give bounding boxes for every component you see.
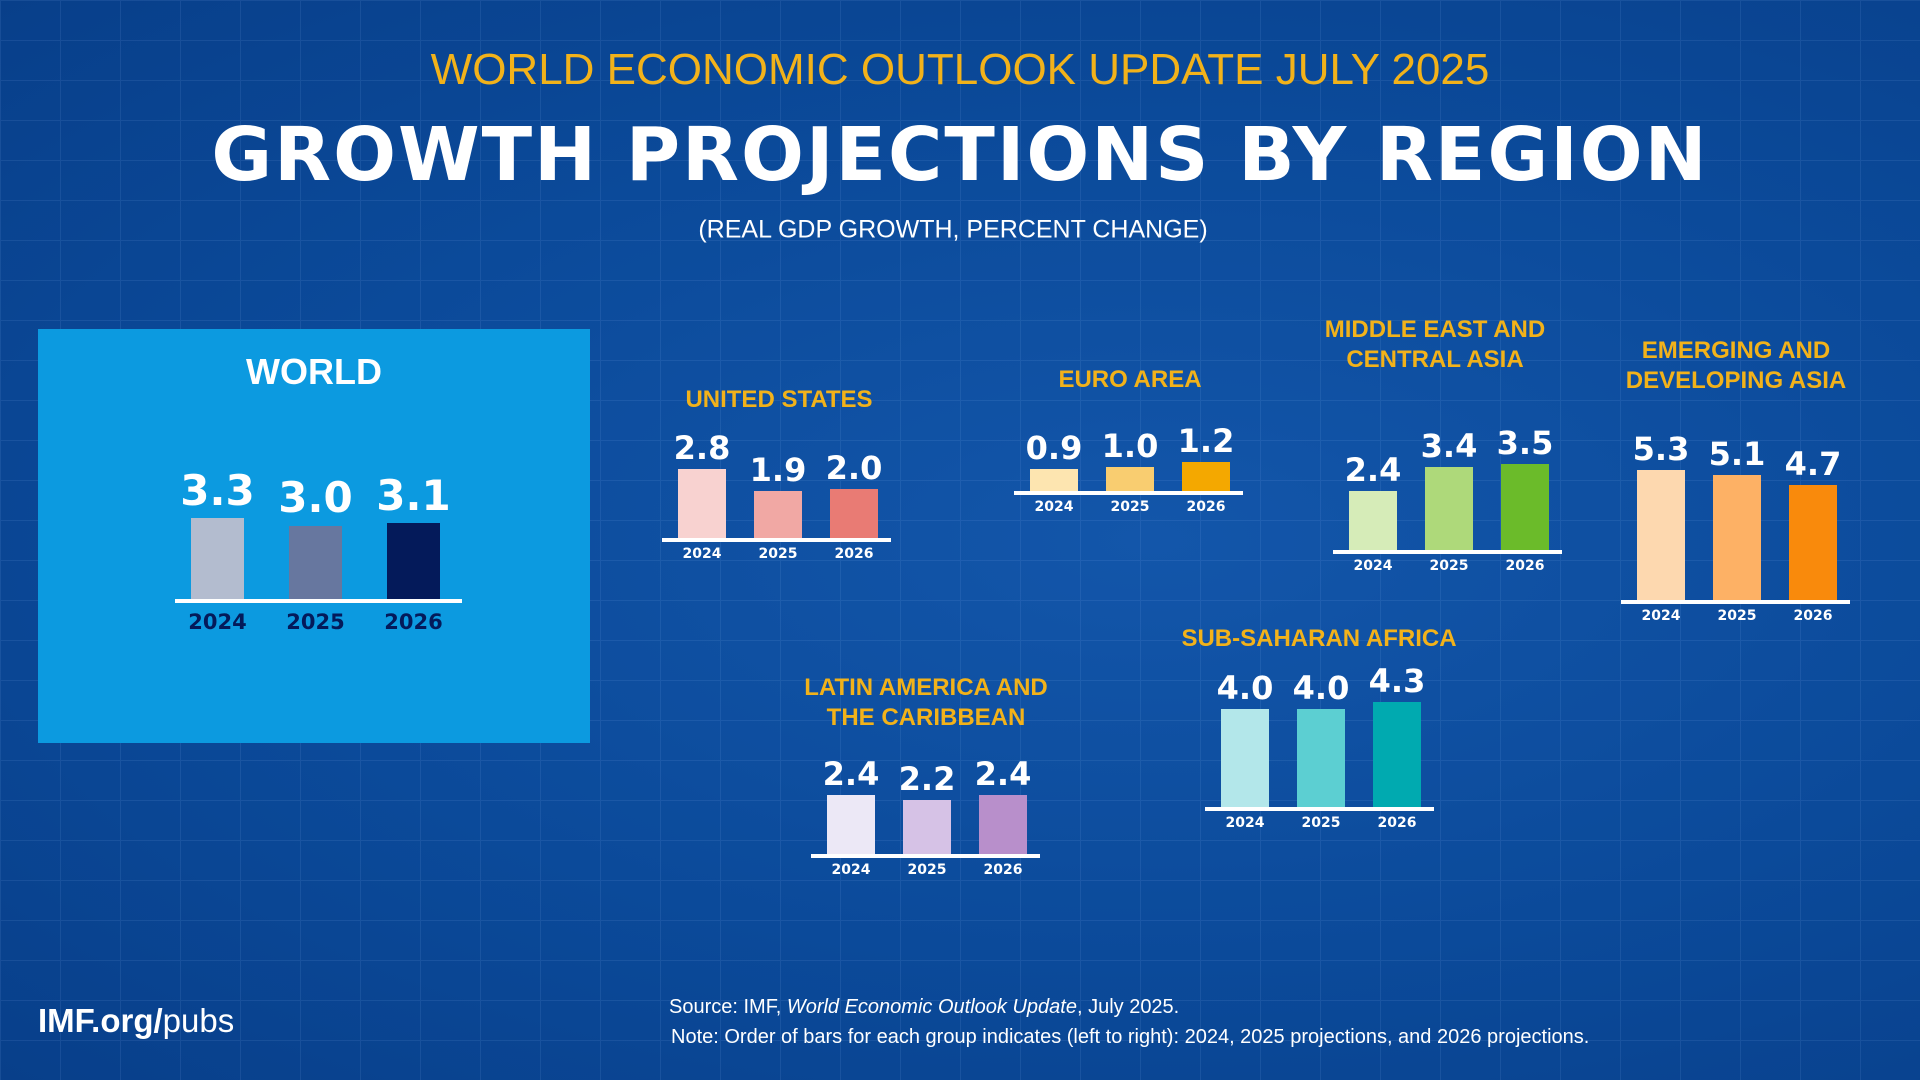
- units-subtitle: (REAL GDP GROWTH, PERCENT CHANGE): [698, 215, 1208, 244]
- year-label: 2026: [1505, 558, 1545, 575]
- value-label: 3.3: [180, 465, 255, 515]
- bar-2024: [1030, 468, 1078, 491]
- bar-2026: [1182, 461, 1230, 491]
- year-label: 2024: [831, 862, 871, 879]
- year-label: 2025: [286, 610, 345, 635]
- region-title-latin-america-and-the-caribbean: LATIN AMERICA AND THE CARIBBEAN: [804, 674, 1048, 731]
- bar-2026: [387, 523, 440, 599]
- value-label: 0.9: [1025, 428, 1083, 467]
- year-label: 2025: [907, 862, 947, 879]
- bar-2024: [678, 469, 726, 538]
- bar-2024: [191, 518, 244, 599]
- year-label: 2025: [1717, 608, 1757, 625]
- value-label: 5.1: [1708, 435, 1766, 474]
- value-label: 5.3: [1632, 430, 1690, 469]
- baseline: [811, 854, 1040, 858]
- year-label: 2024: [1353, 558, 1393, 575]
- bar-2025: [754, 491, 802, 538]
- bar-2024: [1349, 491, 1397, 550]
- region-title-emerging-and-developing-asia: EMERGING AND DEVELOPING ASIA: [1625, 337, 1847, 394]
- bar-2024: [827, 795, 875, 854]
- baseline: [662, 538, 891, 542]
- value-label: 2.4: [822, 755, 880, 794]
- bar-2024: [1221, 709, 1269, 807]
- value-label: 4.7: [1784, 444, 1842, 483]
- baseline: [1621, 600, 1850, 604]
- value-label: 4.3: [1368, 661, 1426, 700]
- value-label: 3.0: [278, 473, 353, 522]
- source-note: Source: IMF, World Economic Outlook Upda…: [669, 996, 1179, 1019]
- value-label: 3.5: [1496, 424, 1554, 463]
- year-label: 2025: [1301, 815, 1341, 832]
- value-label: 1.0: [1101, 426, 1159, 465]
- bar-2026: [1501, 464, 1549, 550]
- year-label: 2024: [682, 546, 722, 563]
- value-label: 1.9: [749, 451, 807, 490]
- bar-2024: [1637, 470, 1685, 600]
- year-label: 2025: [1429, 558, 1469, 575]
- bar-2025: [903, 800, 951, 854]
- imf-link[interactable]: IMF.org/pubs: [38, 1002, 234, 1040]
- baseline: [1333, 550, 1562, 554]
- baseline: [1205, 807, 1434, 811]
- value-label: 2.4: [1344, 451, 1402, 490]
- year-label: 2024: [1034, 499, 1074, 516]
- value-label: 4.0: [1292, 669, 1350, 707]
- bar-2025: [1297, 709, 1345, 807]
- year-label: 2025: [1110, 499, 1150, 516]
- world-title: WORLD: [246, 351, 382, 392]
- bars-note: Note: Order of bars for each group indic…: [671, 1026, 1590, 1048]
- baseline: [175, 599, 462, 603]
- year-label: 2026: [983, 862, 1023, 879]
- year-label: 2024: [1641, 608, 1681, 625]
- region-title-middle-east-and-central-asia: MIDDLE EAST AND CENTRAL ASIA: [1324, 316, 1546, 373]
- year-label: 2026: [834, 546, 874, 563]
- source-prefix: Source: IMF,: [669, 996, 787, 1018]
- page-title: GROWTH PROJECTIONS BY REGION: [211, 112, 1709, 198]
- source-suffix: , July 2025.: [1076, 996, 1180, 1018]
- year-label: 2026: [384, 610, 443, 635]
- value-label: 1.2: [1177, 421, 1235, 460]
- supertitle: WORLD ECONOMIC OUTLOOK UPDATE JULY 2025: [430, 45, 1490, 94]
- year-label: 2026: [1377, 815, 1417, 832]
- imf-link-bold: IMF.org/: [38, 1002, 163, 1039]
- baseline: [1014, 491, 1243, 495]
- region-title-united-states: UNITED STATES: [685, 386, 873, 413]
- region-title-sub-saharan-africa: SUB-SAHARAN AFRICA: [1181, 625, 1457, 652]
- bar-2025: [1713, 475, 1761, 600]
- year-label: 2024: [1225, 815, 1265, 832]
- bar-2025: [1106, 466, 1154, 491]
- value-label: 3.1: [376, 470, 451, 520]
- year-label: 2025: [758, 546, 798, 563]
- value-label: 2.0: [825, 449, 883, 487]
- year-label: 2026: [1186, 499, 1226, 516]
- year-label: 2024: [188, 610, 247, 635]
- bar-2025: [1425, 466, 1473, 550]
- value-label: 2.2: [898, 760, 956, 799]
- value-label: 2.8: [673, 429, 731, 468]
- value-label: 3.4: [1420, 426, 1478, 465]
- year-label: 2026: [1793, 608, 1833, 625]
- value-label: 2.4: [974, 755, 1032, 794]
- bar-2026: [1789, 484, 1837, 600]
- bar-2026: [830, 489, 878, 538]
- bar-2026: [979, 795, 1027, 854]
- bar-2026: [1373, 701, 1421, 807]
- bar-2025: [289, 525, 342, 599]
- region-title-euro-area: EURO AREA: [1058, 366, 1202, 393]
- imf-link-rest: pubs: [162, 1002, 235, 1039]
- value-label: 4.0: [1216, 669, 1274, 707]
- source-title: World Economic Outlook Update: [786, 996, 1077, 1018]
